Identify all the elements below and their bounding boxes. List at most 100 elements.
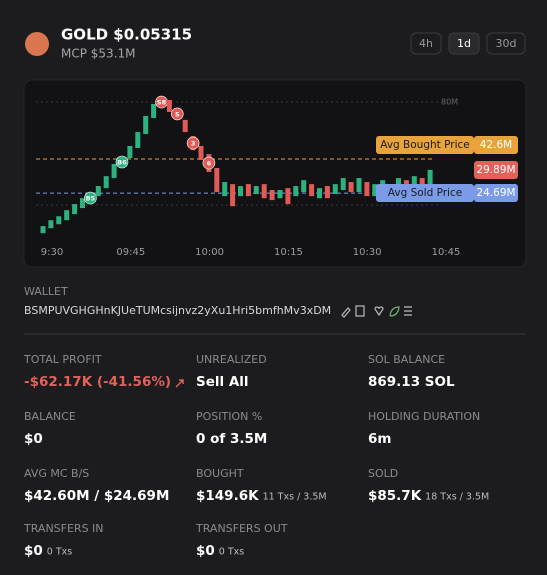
candle xyxy=(293,186,299,197)
timeframe-button[interactable] xyxy=(448,32,480,55)
trade-marker xyxy=(171,107,184,121)
price-tag-value: 42.6M xyxy=(480,139,512,151)
fav-icon[interactable] xyxy=(374,306,384,317)
chart-panel xyxy=(23,79,527,268)
x-label: 9:30 xyxy=(41,247,63,258)
candle xyxy=(277,190,283,199)
candle xyxy=(411,176,417,187)
price-tag-name: Avg Sold Price xyxy=(388,187,462,199)
trade-marker xyxy=(202,156,216,170)
price-tag-name-bg xyxy=(376,136,474,154)
price-tag-value: 29.89M xyxy=(476,164,515,176)
trade-marker xyxy=(84,191,97,205)
subtitle: MCP $53.1M xyxy=(61,47,136,61)
x-label: 09:45 xyxy=(116,247,145,258)
stat-value: 6m xyxy=(368,431,391,447)
candle xyxy=(238,186,243,197)
stat-value: $0 xyxy=(24,543,43,559)
copy-icon[interactable] xyxy=(355,305,365,317)
trade-marker-label: 3 xyxy=(191,140,196,148)
candle xyxy=(198,145,204,161)
stat-value: -$62.17K (-41.56%) xyxy=(24,374,171,390)
timeframe-button[interactable] xyxy=(410,32,442,55)
candle xyxy=(64,210,70,221)
edit-icon[interactable] xyxy=(341,307,351,318)
candle xyxy=(48,220,54,229)
x-label: 10:45 xyxy=(432,247,461,258)
price-tag-value-bg xyxy=(474,161,518,179)
candle xyxy=(309,184,315,197)
trade-marker-label: 6 xyxy=(207,160,212,168)
trade-marker-label: B6 xyxy=(117,159,127,167)
candle xyxy=(95,186,101,197)
candle xyxy=(143,115,149,134)
candle xyxy=(80,198,85,209)
stat-detail: 18 Txs / 3.5M xyxy=(425,492,489,503)
stat-detail: 0 Txs xyxy=(47,547,72,558)
stat-value: $85.7K xyxy=(368,488,422,504)
trade-marker-label: S8 xyxy=(157,99,167,107)
stat-label: POSITION % xyxy=(196,410,262,423)
candle xyxy=(103,176,109,189)
trade-marker-label: B5 xyxy=(86,195,96,203)
candle xyxy=(56,216,62,225)
candle xyxy=(332,184,338,195)
candle xyxy=(72,204,78,215)
token-icon xyxy=(25,32,49,56)
trade-marker-label: S xyxy=(175,110,180,118)
stat-label: SOLD xyxy=(368,467,398,480)
stat-label: TOTAL PROFIT xyxy=(23,353,102,366)
price-tag-value-bg xyxy=(474,136,518,154)
stat-label: UNREALIZED xyxy=(196,353,267,366)
stat-value: $0 xyxy=(24,431,43,447)
trend-icon xyxy=(175,379,184,388)
candle xyxy=(285,188,291,205)
stat-value: $42.60M / $24.69M xyxy=(24,488,169,504)
candle xyxy=(261,184,267,199)
trade-marker xyxy=(186,136,200,150)
candle xyxy=(230,184,236,207)
leaf-icon[interactable] xyxy=(389,306,400,317)
candle xyxy=(127,145,133,159)
x-label: 10:00 xyxy=(195,247,224,258)
candle xyxy=(301,180,307,193)
candle xyxy=(372,184,378,197)
candle xyxy=(269,190,275,201)
stat-detail: 11 Txs / 3.5M xyxy=(263,492,327,503)
wallet-icons[interactable] xyxy=(341,305,412,318)
stat-label: BALANCE xyxy=(24,410,76,423)
timeframe-button[interactable] xyxy=(486,32,526,55)
stat-label: BOUGHT xyxy=(196,467,244,480)
candle xyxy=(340,178,346,191)
stat-value: $149.6K xyxy=(196,488,259,504)
candle xyxy=(324,186,330,199)
candle xyxy=(317,188,322,199)
stat-label: TRANSFERS IN xyxy=(23,522,104,535)
candle xyxy=(111,164,117,179)
trade-marker xyxy=(115,155,129,169)
candle xyxy=(222,182,228,197)
timeframe-label[interactable]: 1d xyxy=(457,37,471,50)
stat-label: SOL BALANCE xyxy=(368,353,445,366)
timeframe-label[interactable]: 30d xyxy=(496,37,517,50)
price-tag-value: 24.69M xyxy=(476,187,515,199)
candle xyxy=(427,169,433,185)
wallet-label: WALLET xyxy=(24,285,68,298)
candle xyxy=(166,99,172,112)
candle xyxy=(419,178,425,187)
stat-label: TRANSFERS OUT xyxy=(195,522,288,535)
timeframe-label[interactable]: 4h xyxy=(419,37,433,50)
price-tag-value-bg xyxy=(474,184,518,202)
candle xyxy=(364,182,370,197)
price-tag-name: Avg Bought Price xyxy=(380,139,469,151)
stat-label: HOLDING DURATION xyxy=(368,410,480,423)
candle xyxy=(151,103,157,119)
price-tag-name-bg xyxy=(376,184,474,202)
stat-value: $0 xyxy=(196,543,215,559)
x-label: 10:30 xyxy=(353,247,382,258)
menu-icon[interactable] xyxy=(404,306,412,316)
stat-label: AVG MC B/S xyxy=(24,467,89,480)
candle xyxy=(356,178,362,193)
stat-value: 869.13 SOL xyxy=(368,374,455,390)
